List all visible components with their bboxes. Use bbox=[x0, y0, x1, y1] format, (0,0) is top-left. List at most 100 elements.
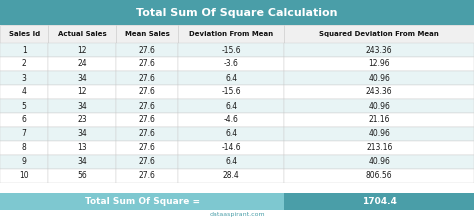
Text: 243.36: 243.36 bbox=[366, 46, 392, 55]
Bar bbox=[178, 71, 284, 85]
Text: 243.36: 243.36 bbox=[366, 88, 392, 97]
Text: 4: 4 bbox=[22, 88, 27, 97]
Text: -4.6: -4.6 bbox=[224, 115, 239, 124]
Text: 8: 8 bbox=[22, 143, 27, 152]
Bar bbox=[116, 71, 178, 85]
Text: 10: 10 bbox=[19, 171, 29, 180]
Text: 27.6: 27.6 bbox=[138, 171, 155, 180]
Bar bbox=[48, 43, 116, 57]
Bar bbox=[116, 25, 178, 43]
Text: 806.56: 806.56 bbox=[366, 171, 392, 180]
Bar bbox=[178, 25, 284, 43]
Bar bbox=[48, 169, 116, 183]
Text: 40.96: 40.96 bbox=[368, 157, 390, 166]
Text: 27.6: 27.6 bbox=[138, 129, 155, 138]
Text: Deviation From Mean: Deviation From Mean bbox=[189, 31, 273, 37]
Text: 28.4: 28.4 bbox=[223, 171, 240, 180]
Bar bbox=[284, 43, 474, 57]
Bar bbox=[0, 169, 48, 183]
Bar bbox=[48, 155, 116, 169]
Bar bbox=[116, 57, 178, 71]
Bar bbox=[0, 113, 48, 127]
Text: 5: 5 bbox=[22, 101, 27, 111]
Text: 24: 24 bbox=[77, 60, 87, 69]
Bar bbox=[0, 57, 48, 71]
Text: 6: 6 bbox=[22, 115, 27, 124]
Text: 34: 34 bbox=[77, 129, 87, 138]
Text: 40.96: 40.96 bbox=[368, 129, 390, 138]
Bar bbox=[48, 71, 116, 85]
Bar bbox=[116, 43, 178, 57]
Text: 27.6: 27.6 bbox=[138, 74, 155, 83]
Text: Total Sum Of Square =: Total Sum Of Square = bbox=[85, 197, 200, 206]
Text: 3: 3 bbox=[22, 74, 27, 83]
Bar bbox=[48, 57, 116, 71]
Text: 56: 56 bbox=[77, 171, 87, 180]
Text: dataaspirant.com: dataaspirant.com bbox=[209, 212, 265, 217]
Bar bbox=[178, 127, 284, 141]
Bar bbox=[284, 169, 474, 183]
Text: 27.6: 27.6 bbox=[138, 115, 155, 124]
Bar bbox=[284, 113, 474, 127]
Bar bbox=[0, 0, 474, 25]
Text: Total Sum Of Square Calculation: Total Sum Of Square Calculation bbox=[136, 7, 338, 18]
Text: 1704.4: 1704.4 bbox=[362, 197, 397, 206]
Bar bbox=[116, 169, 178, 183]
Text: -3.6: -3.6 bbox=[224, 60, 239, 69]
Text: 13: 13 bbox=[77, 143, 87, 152]
Text: -14.6: -14.6 bbox=[221, 143, 241, 152]
Text: 21.16: 21.16 bbox=[368, 115, 390, 124]
Text: 40.96: 40.96 bbox=[368, 101, 390, 111]
Bar bbox=[0, 99, 48, 113]
Text: 6.4: 6.4 bbox=[225, 157, 237, 166]
Bar bbox=[48, 141, 116, 155]
Bar bbox=[0, 25, 48, 43]
Text: -15.6: -15.6 bbox=[221, 88, 241, 97]
Text: Sales Id: Sales Id bbox=[9, 31, 40, 37]
Text: 12.96: 12.96 bbox=[368, 60, 390, 69]
Text: 27.6: 27.6 bbox=[138, 157, 155, 166]
Bar bbox=[48, 113, 116, 127]
Bar bbox=[0, 155, 48, 169]
Bar bbox=[0, 43, 48, 57]
Bar bbox=[178, 43, 284, 57]
Text: 27.6: 27.6 bbox=[138, 101, 155, 111]
Text: 9: 9 bbox=[22, 157, 27, 166]
Bar bbox=[0, 183, 474, 193]
Text: Mean Sales: Mean Sales bbox=[125, 31, 169, 37]
Text: 34: 34 bbox=[77, 101, 87, 111]
Bar bbox=[116, 127, 178, 141]
Text: 6.4: 6.4 bbox=[225, 129, 237, 138]
Bar bbox=[178, 169, 284, 183]
Text: 7: 7 bbox=[22, 129, 27, 138]
Bar bbox=[0, 193, 284, 210]
Bar bbox=[178, 141, 284, 155]
Bar bbox=[0, 85, 48, 99]
Bar bbox=[284, 71, 474, 85]
Bar bbox=[284, 141, 474, 155]
Text: Actual Sales: Actual Sales bbox=[58, 31, 106, 37]
Bar bbox=[284, 193, 474, 210]
Text: 34: 34 bbox=[77, 74, 87, 83]
Text: 6.4: 6.4 bbox=[225, 101, 237, 111]
Bar bbox=[0, 127, 48, 141]
Bar bbox=[48, 127, 116, 141]
Bar bbox=[48, 99, 116, 113]
Text: 6.4: 6.4 bbox=[225, 74, 237, 83]
Text: 213.16: 213.16 bbox=[366, 143, 392, 152]
Bar bbox=[48, 85, 116, 99]
Text: 27.6: 27.6 bbox=[138, 143, 155, 152]
Bar bbox=[116, 99, 178, 113]
Text: 40.96: 40.96 bbox=[368, 74, 390, 83]
Bar bbox=[284, 25, 474, 43]
Text: 27.6: 27.6 bbox=[138, 46, 155, 55]
Bar bbox=[284, 99, 474, 113]
Bar bbox=[178, 155, 284, 169]
Bar bbox=[116, 155, 178, 169]
Text: 27.6: 27.6 bbox=[138, 60, 155, 69]
Text: 2: 2 bbox=[22, 60, 27, 69]
Bar bbox=[0, 71, 48, 85]
Bar bbox=[178, 57, 284, 71]
Bar bbox=[284, 155, 474, 169]
Text: -15.6: -15.6 bbox=[221, 46, 241, 55]
